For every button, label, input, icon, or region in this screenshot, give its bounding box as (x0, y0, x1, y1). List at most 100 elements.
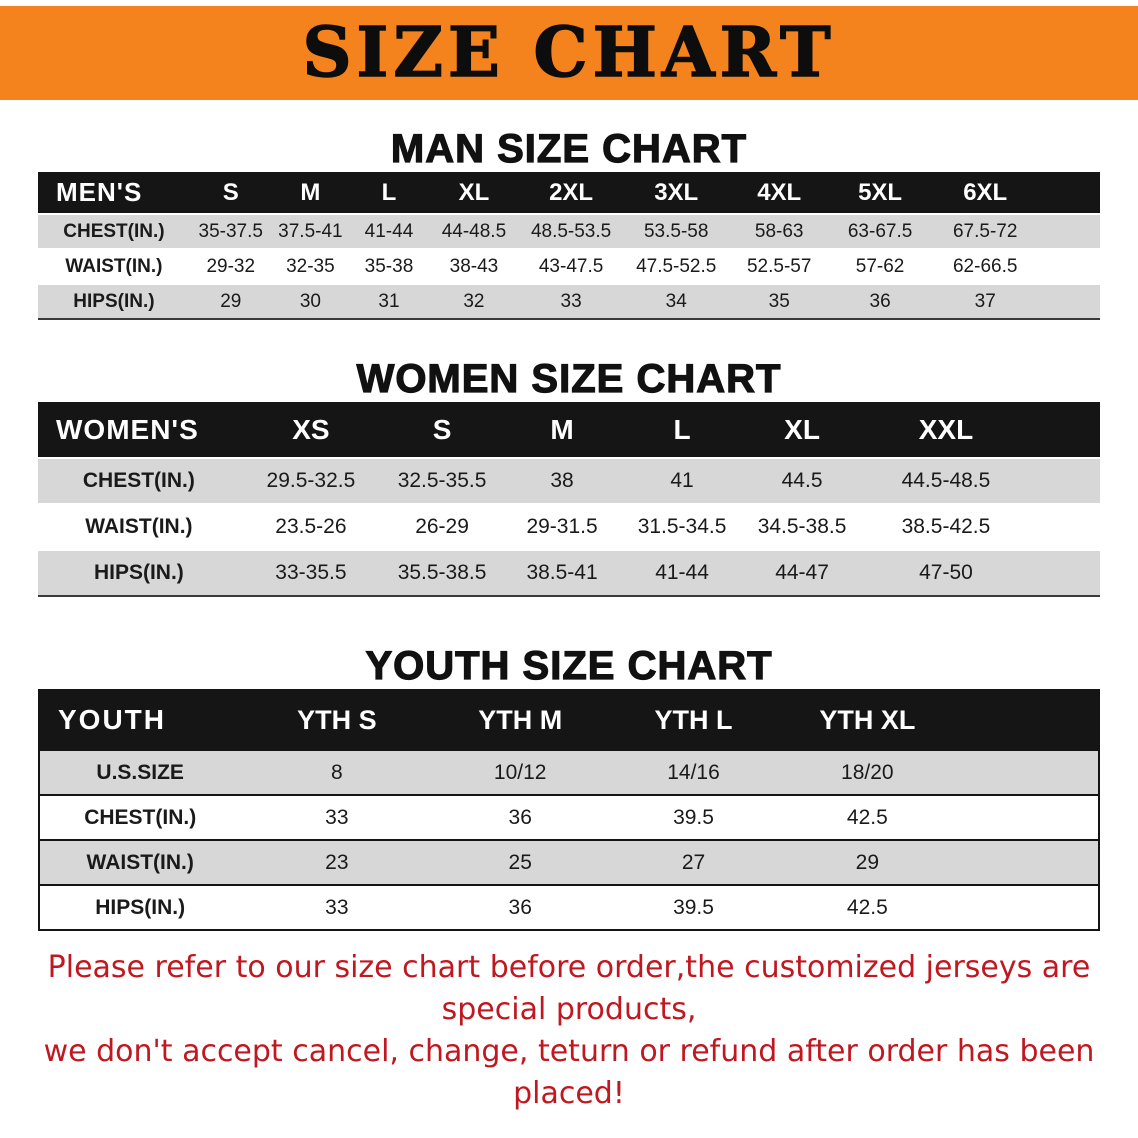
size-cell: 47.5-52.5 (623, 249, 730, 284)
size-cell: 29-31.5 (502, 504, 623, 550)
size-cell: 47-50 (862, 550, 1030, 596)
size-cell: 62-66.5 (931, 249, 1040, 284)
size-cell: 38.5-42.5 (862, 504, 1030, 550)
women-hips-row: HIPS(IN.) 33-35.5 35.5-38.5 38.5-41 41-4… (38, 550, 1100, 596)
row-label: CHEST(IN.) (38, 458, 240, 504)
size-cell: 63-67.5 (829, 214, 932, 249)
size-cell: 44-48.5 (428, 214, 520, 249)
men-header-6xl: 6XL (931, 172, 1040, 214)
size-cell: 38 (502, 458, 623, 504)
size-cell: 57-62 (829, 249, 932, 284)
youth-header-yth-xl: YTH XL (779, 690, 955, 750)
size-cell: 14/16 (607, 750, 780, 795)
size-cell: 33 (240, 885, 434, 930)
youth-header-filler (954, 690, 1099, 750)
women-section-heading: WOMEN SIZE CHART (356, 356, 782, 401)
size-cell: 8 (240, 750, 434, 795)
women-header-s: S (382, 402, 503, 458)
size-cell: 36 (433, 885, 608, 930)
row-label: U.S.SIZE (39, 750, 241, 795)
size-cell: 48.5-53.5 (519, 214, 624, 249)
size-cell: 32.5-35.5 (382, 458, 503, 504)
size-cell: 37 (931, 284, 1040, 319)
women-header-xs: XS (239, 402, 383, 458)
women-header-xl: XL (742, 402, 863, 458)
size-cell: 37.5-41 (271, 214, 350, 249)
row-label: WAIST(IN.) (38, 249, 190, 284)
men-header-3xl: 3XL (623, 172, 730, 214)
size-cell: 29.5-32.5 (239, 458, 383, 504)
youth-size-table: YOUTH YTH S YTH M YTH L YTH XL U.S.SIZE … (38, 689, 1100, 931)
youth-waist-row: WAIST(IN.) 23 25 27 29 (39, 840, 1099, 885)
size-cell: 36 (433, 795, 608, 840)
youth-header-row: YOUTH YTH S YTH M YTH L YTH XL (39, 690, 1099, 750)
size-cell: 36 (829, 284, 932, 319)
banner-title: SIZE CHART (302, 12, 836, 94)
size-cell: 35-37.5 (189, 214, 272, 249)
size-cell: 44.5 (742, 458, 863, 504)
size-cell: 23.5-26 (239, 504, 383, 550)
men-header-m: M (271, 172, 350, 214)
size-cell: 33-35.5 (239, 550, 383, 596)
women-header-m: M (502, 402, 623, 458)
row-label: HIPS(IN.) (38, 284, 190, 319)
youth-header-yth-l: YTH L (607, 690, 780, 750)
size-cell: 33 (240, 795, 434, 840)
row-label: WAIST(IN.) (39, 840, 241, 885)
size-cell: 42.5 (779, 795, 955, 840)
size-cell: 25 (433, 840, 608, 885)
size-cell: 35.5-38.5 (382, 550, 503, 596)
size-cell: 34.5-38.5 (742, 504, 863, 550)
size-cell: 44-47 (742, 550, 863, 596)
size-cell: 38.5-41 (502, 550, 623, 596)
size-cell: 42.5 (779, 885, 955, 930)
size-cell: 41-44 (622, 550, 743, 596)
size-chart-page: { "banner": { "title": "SIZE CHART" }, "… (0, 6, 1138, 1138)
youth-hips-row: HIPS(IN.) 33 36 39.5 42.5 (39, 885, 1099, 930)
size-cell: 29 (779, 840, 955, 885)
youth-header-yth-m: YTH M (433, 690, 608, 750)
size-cell: 18/20 (779, 750, 955, 795)
filler-cell (954, 795, 1099, 840)
size-cell: 32 (428, 284, 520, 319)
men-header-5xl: 5XL (829, 172, 932, 214)
men-header-filler (1039, 172, 1100, 214)
men-header-4xl: 4XL (729, 172, 830, 214)
men-header-row: MEN'S S M L XL 2XL 3XL 4XL 5XL 6XL (38, 172, 1100, 214)
size-cell: 27 (607, 840, 780, 885)
size-cell: 44.5-48.5 (862, 458, 1030, 504)
men-size-table: MEN'S S M L XL 2XL 3XL 4XL 5XL 6XL CHEST… (38, 172, 1100, 320)
size-cell: 29-32 (189, 249, 272, 284)
women-header-xxl: XXL (862, 402, 1030, 458)
size-cell: 53.5-58 (623, 214, 730, 249)
men-header-2xl: 2XL (519, 172, 624, 214)
filler-cell (954, 750, 1099, 795)
women-header-row: WOMEN'S XS S M L XL XXL (38, 402, 1100, 458)
size-cell: 35-38 (349, 249, 429, 284)
disclaimer-line-1: Please refer to our size chart before or… (47, 950, 1091, 1027)
women-section: WOMEN SIZE CHART WOMEN'S XS S M L XL XXL… (0, 356, 1138, 597)
filler-cell (954, 840, 1099, 885)
size-cell: 41-44 (349, 214, 429, 249)
youth-section-heading: YOUTH SIZE CHART (365, 643, 773, 688)
disclaimer-line-2: we don't accept cancel, change, teturn o… (43, 1034, 1095, 1111)
disclaimer: Please refer to our size chart before or… (0, 947, 1138, 1115)
size-chart-banner: SIZE CHART (0, 6, 1138, 100)
size-cell: 38-43 (428, 249, 520, 284)
size-cell: 35 (729, 284, 830, 319)
size-cell: 31 (349, 284, 429, 319)
size-cell: 39.5 (607, 885, 780, 930)
men-hips-row: HIPS(IN.) 29 30 31 32 33 34 35 36 37 (38, 284, 1100, 319)
women-table-title: WOMEN'S (38, 402, 240, 458)
youth-table-title: YOUTH (39, 690, 241, 750)
size-cell: 30 (271, 284, 350, 319)
size-cell: 39.5 (607, 795, 780, 840)
men-header-xl: XL (428, 172, 520, 214)
men-section-heading: MAN SIZE CHART (390, 126, 748, 171)
men-chest-row: CHEST(IN.) 35-37.5 37.5-41 41-44 44-48.5… (38, 214, 1100, 249)
filler-cell (1039, 284, 1100, 319)
row-label: CHEST(IN.) (39, 795, 241, 840)
men-header-s: S (189, 172, 272, 214)
youth-header-yth-s: YTH S (240, 690, 434, 750)
youth-ussize-row: U.S.SIZE 8 10/12 14/16 18/20 (39, 750, 1099, 795)
